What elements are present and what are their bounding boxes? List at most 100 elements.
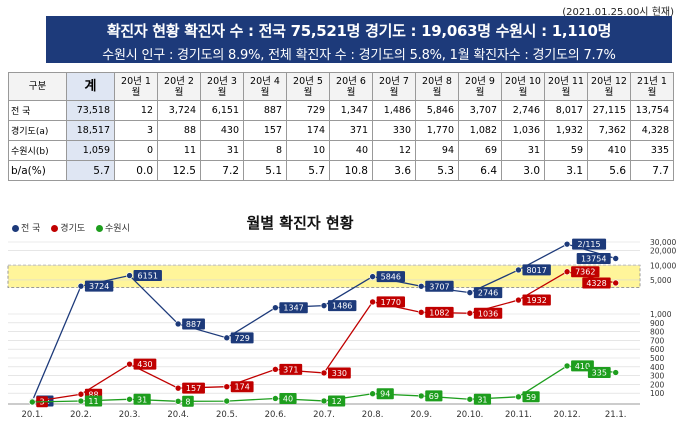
legend-gyeonggi-marker xyxy=(51,225,59,232)
data-point-gyeonggi xyxy=(515,296,522,304)
header-total: 계 xyxy=(66,72,115,101)
data-point-national xyxy=(77,282,85,290)
header-month: 20년 8월 xyxy=(415,72,459,101)
data-label-suwon: 40 xyxy=(283,394,293,403)
table-cell: 3 xyxy=(114,120,158,141)
header-month: 20년 3월 xyxy=(200,72,244,101)
data-point-suwon xyxy=(612,369,619,376)
table-cell: 1,486 xyxy=(372,100,416,121)
legend-suwon-marker xyxy=(96,225,104,232)
header-month: 20년 10월 xyxy=(501,72,545,101)
data-point-national xyxy=(466,289,474,296)
legend-national-marker xyxy=(12,225,19,232)
data-label-bg-gyeonggi xyxy=(230,381,254,393)
data-point-suwon xyxy=(77,397,85,405)
data-label-gyeonggi: 1932 xyxy=(526,296,546,305)
y-tick-label: 200 xyxy=(650,380,665,389)
data-label-national: 887 xyxy=(186,320,201,329)
table-cell: 330 xyxy=(372,120,416,141)
legend-gyeonggi: 경기도 xyxy=(51,224,85,234)
data-label-national: 2/115 xyxy=(578,240,601,249)
data-label-gyeonggi: 174 xyxy=(235,383,250,392)
table-cell: 5,846 xyxy=(415,100,459,121)
table-cell: 1,770 xyxy=(415,120,459,141)
data-label-bg-gyeonggi xyxy=(133,358,157,370)
data-label-national: 1486 xyxy=(332,302,352,311)
y-tick-label: 1,000 xyxy=(650,310,672,319)
table-cell: 12 xyxy=(372,140,416,161)
data-label-bg-national xyxy=(230,332,254,344)
data-point-national xyxy=(126,272,133,279)
data-label-bg-national xyxy=(522,264,551,276)
y-tick-label: 600 xyxy=(650,345,665,354)
data-label-national: 2746 xyxy=(478,289,498,298)
date-note: (2021.01.25.00시 현재) xyxy=(562,7,674,18)
table-cell: 371 xyxy=(329,120,373,141)
data-point-national xyxy=(612,255,619,262)
data-label-national: 3724 xyxy=(89,282,109,291)
data-label-bg-suwon xyxy=(376,388,394,400)
data-label-bg-gyeonggi xyxy=(328,367,351,379)
header-month: 20년 12월 xyxy=(587,72,631,101)
data-label-national: 6151 xyxy=(138,272,158,281)
x-tick-label: 20.2. xyxy=(70,410,92,420)
data-label-bg-gyeonggi xyxy=(473,307,503,319)
table-cell: 10 xyxy=(286,140,330,161)
data-label-gyeonggi: 7362 xyxy=(575,268,595,277)
data-label-bg-suwon xyxy=(182,395,194,407)
table-cell: 1,082 xyxy=(458,120,502,141)
summary-banner: 확진자 현황 확진자 수 : 전국 75,521명 경기도 : 19,063명 … xyxy=(46,16,672,63)
data-point-gyeonggi xyxy=(369,298,376,306)
data-label-bg-suwon xyxy=(133,393,151,405)
data-label-suwon: 69 xyxy=(429,392,439,401)
table-cell: 8,017 xyxy=(544,100,588,121)
data-label-national: 5846 xyxy=(381,273,401,282)
table-cell: 410 xyxy=(587,140,631,161)
data-point-national xyxy=(369,273,376,280)
chart-legend: 전 국 경기도 수원시 xyxy=(12,221,138,234)
data-point-suwon xyxy=(369,390,376,398)
table-cell: 69 xyxy=(458,140,502,161)
data-point-suwon xyxy=(29,398,36,406)
data-point-gyeonggi xyxy=(612,279,619,287)
data-point-gyeonggi xyxy=(466,309,474,317)
table-cell: 13,754 xyxy=(630,100,674,121)
header-month: 20년 2월 xyxy=(157,72,201,101)
data-label-suwon: 12 xyxy=(332,397,342,406)
table-cell: 157 xyxy=(243,120,287,141)
data-label-bg-gyeonggi xyxy=(376,296,406,308)
y-tick-label: 10,000 xyxy=(650,261,676,270)
legend-gyeonggi-label: 경기도 xyxy=(60,224,86,234)
legend-suwon-label: 수원시 xyxy=(105,224,130,234)
table-cell: 4,328 xyxy=(630,120,674,141)
y-tick-label: 300 xyxy=(650,372,665,381)
data-label-gyeonggi: 1082 xyxy=(429,308,449,317)
data-point-gyeonggi xyxy=(272,366,279,373)
data-point-suwon xyxy=(126,395,133,403)
data-point-national xyxy=(174,320,182,328)
data-label-bg-national xyxy=(182,318,205,330)
x-tick-label: 20.3. xyxy=(119,410,141,420)
table-cell: 1,347 xyxy=(329,100,373,121)
legend-national: 전 국 xyxy=(12,224,40,234)
data-point-gyeonggi xyxy=(174,384,182,392)
table-cell: 31 xyxy=(501,140,545,161)
table-cell: 7.7 xyxy=(630,160,674,181)
y-tick-label: 700 xyxy=(650,336,665,345)
table-cell: 1,932 xyxy=(544,120,588,141)
data-label-suwon: 31 xyxy=(137,395,147,404)
header-month: 20년 7월 xyxy=(372,72,416,101)
data-label-bg-gyeonggi xyxy=(425,306,454,318)
banner-line-2: 수원시 인구 : 경기도의 8.9%, 전체 확진자 수 : 경기도의 5.8%… xyxy=(102,48,616,63)
data-label-bg-gyeonggi xyxy=(582,277,611,289)
data-point-gyeonggi xyxy=(77,390,85,398)
data-label-bg-suwon xyxy=(84,395,103,407)
data-point-national xyxy=(272,304,279,311)
y-tick-label: 100 xyxy=(650,389,665,398)
data-label-suwon: 59 xyxy=(526,393,536,402)
banner-line-1: 확진자 현황 확진자 수 : 전국 75,521명 경기도 : 19,063명 … xyxy=(106,22,612,40)
y-tick-label: 400 xyxy=(650,363,665,372)
data-label-gyeonggi: 1770 xyxy=(381,298,401,307)
table-cell: 6,151 xyxy=(200,100,244,121)
